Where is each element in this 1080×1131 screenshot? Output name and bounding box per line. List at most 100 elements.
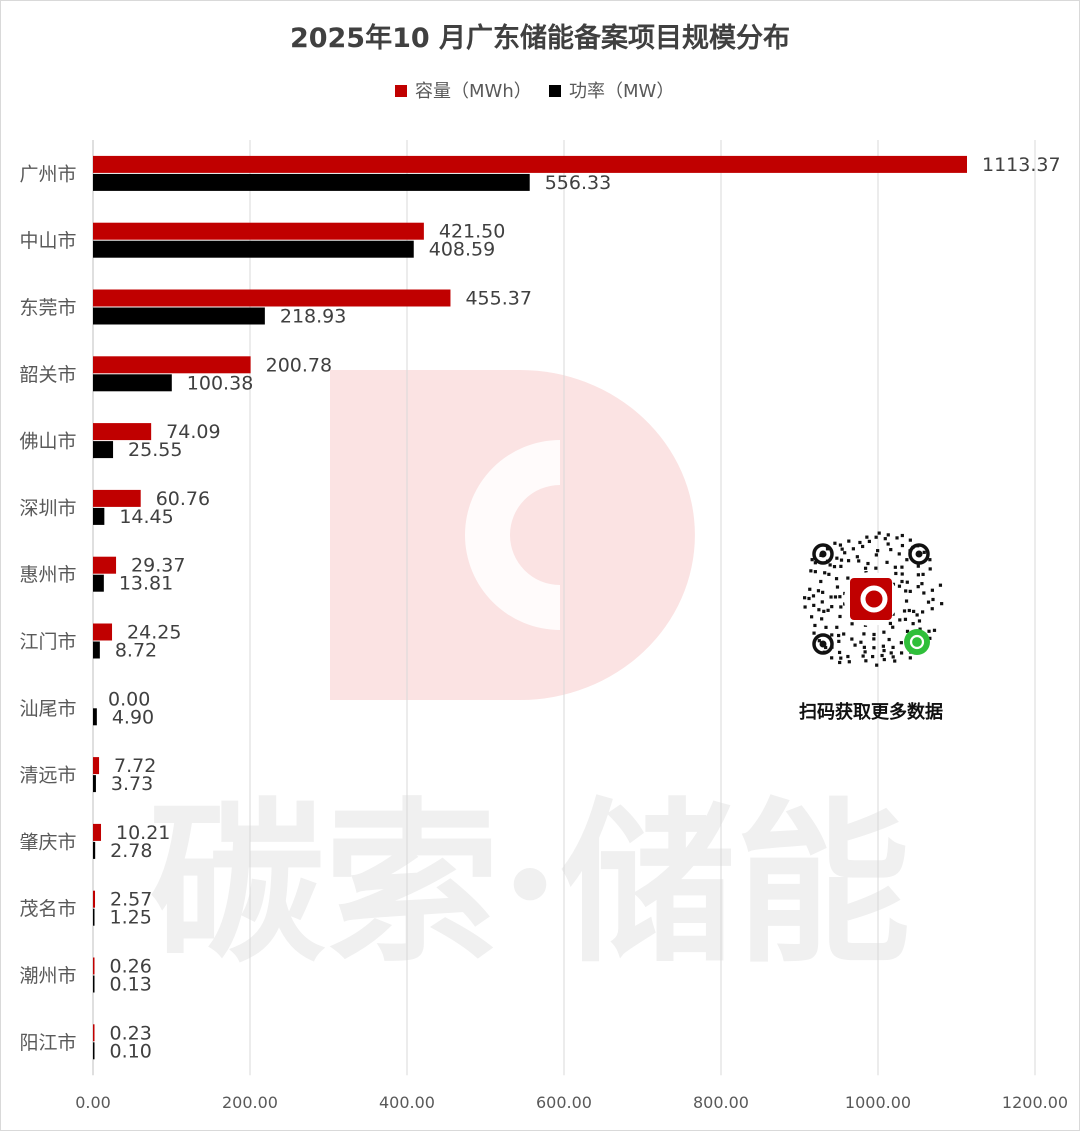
qr-dot xyxy=(866,561,870,566)
bar-capacity xyxy=(93,556,117,574)
bar-power xyxy=(93,1042,95,1060)
qr-dot xyxy=(834,577,839,581)
watermark: 碳索·储能 xyxy=(150,370,911,987)
qr-dot xyxy=(835,625,839,629)
qr-dot xyxy=(928,567,932,571)
category-axis: 广州市中山市东莞市韶关市佛山市深圳市惠州市江门市汕尾市清远市肇庆市茂名市潮州市阳… xyxy=(19,163,76,1053)
qr-dot xyxy=(900,579,904,584)
qr-dot xyxy=(887,637,891,642)
qr-dot xyxy=(916,573,920,577)
qr-dot xyxy=(824,625,828,629)
bar-power xyxy=(93,374,172,392)
qr-dot xyxy=(885,560,889,564)
bar-capacity xyxy=(93,823,102,841)
qr-dot xyxy=(811,594,816,598)
qr-dot xyxy=(874,566,878,570)
qr-dot xyxy=(930,607,934,611)
qr-dot xyxy=(838,595,842,599)
qr-dot xyxy=(862,632,866,636)
watermark-text: 碳索·储能 xyxy=(150,782,911,987)
qr-dot xyxy=(897,584,902,588)
data-label: 0.13 xyxy=(110,974,152,996)
qr-dot xyxy=(840,547,844,551)
qr-dot xyxy=(855,555,859,559)
qr-dot xyxy=(882,657,886,662)
qr-dot xyxy=(940,602,944,606)
bar-capacity xyxy=(93,623,113,641)
qr-dot xyxy=(908,589,912,593)
qr-dot xyxy=(867,539,871,544)
legend-swatch xyxy=(395,85,407,97)
bar-power xyxy=(93,307,265,325)
bar-power xyxy=(93,574,104,592)
qr-dot xyxy=(864,659,868,663)
qr-dot xyxy=(930,588,934,592)
data-label: 14.45 xyxy=(119,506,173,528)
qr-dot xyxy=(886,542,890,546)
qr-dot xyxy=(829,595,833,599)
qr-dot xyxy=(858,540,862,545)
x-tick-label: 600.00 xyxy=(536,1093,592,1112)
data-label: 0.10 xyxy=(110,1040,152,1062)
watermark-logo xyxy=(330,370,695,700)
qr-dot xyxy=(891,655,895,659)
qr-dot xyxy=(928,636,932,640)
data-label: 1113.37 xyxy=(982,154,1061,176)
data-label: 200.78 xyxy=(266,354,332,376)
qr-dot xyxy=(813,561,817,565)
data-label: 25.55 xyxy=(128,439,182,461)
qr-dot xyxy=(809,569,813,573)
qr-finder-dot xyxy=(915,550,923,558)
qr-dot xyxy=(904,599,909,603)
qr-dot xyxy=(807,596,811,601)
qr-dot xyxy=(921,610,925,614)
data-label: 0.26 xyxy=(110,956,152,978)
legend-label: 容量（MWh） xyxy=(415,81,532,102)
data-label: 218.93 xyxy=(280,306,346,328)
qr-dot xyxy=(891,625,895,629)
qr-dot xyxy=(908,538,912,542)
data-label: 3.73 xyxy=(111,773,153,795)
qr-dot xyxy=(835,556,839,560)
qr-dot xyxy=(926,600,931,604)
qr-dot xyxy=(817,639,821,643)
qr-dot xyxy=(813,570,817,574)
qr-dot xyxy=(889,548,893,552)
qr-dot xyxy=(886,533,890,537)
qr-dot xyxy=(846,654,850,659)
category-label: 清远市 xyxy=(19,765,76,787)
data-label: 0.23 xyxy=(110,1022,152,1044)
qr-dot xyxy=(917,619,922,623)
category-label: 深圳市 xyxy=(19,497,76,519)
qr-caption: 扫码获取更多数据 xyxy=(799,702,943,723)
qr-dot xyxy=(932,628,937,632)
x-axis: 0.00 200.00 400.00 600.00 800.00 1000.00 1200.… xyxy=(75,1093,1068,1112)
qr-dot xyxy=(905,558,909,562)
qr-dot xyxy=(828,563,832,567)
qr-dot xyxy=(872,637,876,641)
bar-power xyxy=(93,708,97,726)
data-label: 74.09 xyxy=(166,421,220,443)
qr-code[interactable] xyxy=(797,530,945,668)
qr-dot xyxy=(859,640,863,644)
category-label: 惠州市 xyxy=(19,564,76,586)
qr-dot xyxy=(908,656,912,660)
data-label: 7.72 xyxy=(114,755,156,777)
qr-dot xyxy=(812,603,816,607)
qr-dot xyxy=(883,537,887,541)
qr-dot xyxy=(830,605,834,609)
qr-finder xyxy=(812,543,834,565)
category-label: 阳江市 xyxy=(19,1032,76,1054)
category-label: 广州市 xyxy=(19,163,76,185)
qr-dot xyxy=(874,535,878,539)
data-label: 24.25 xyxy=(127,622,181,644)
chart-title: 2025年10 月广东储能备案项目规模分布 xyxy=(290,22,790,54)
bar-power xyxy=(93,507,105,525)
qr-dot xyxy=(820,617,824,621)
bar-power xyxy=(93,908,95,926)
category-label: 汕尾市 xyxy=(19,698,76,720)
qr-dot xyxy=(825,547,830,551)
qr-dot xyxy=(819,579,823,584)
qr-dot xyxy=(850,637,854,641)
qr-dot xyxy=(842,632,846,636)
